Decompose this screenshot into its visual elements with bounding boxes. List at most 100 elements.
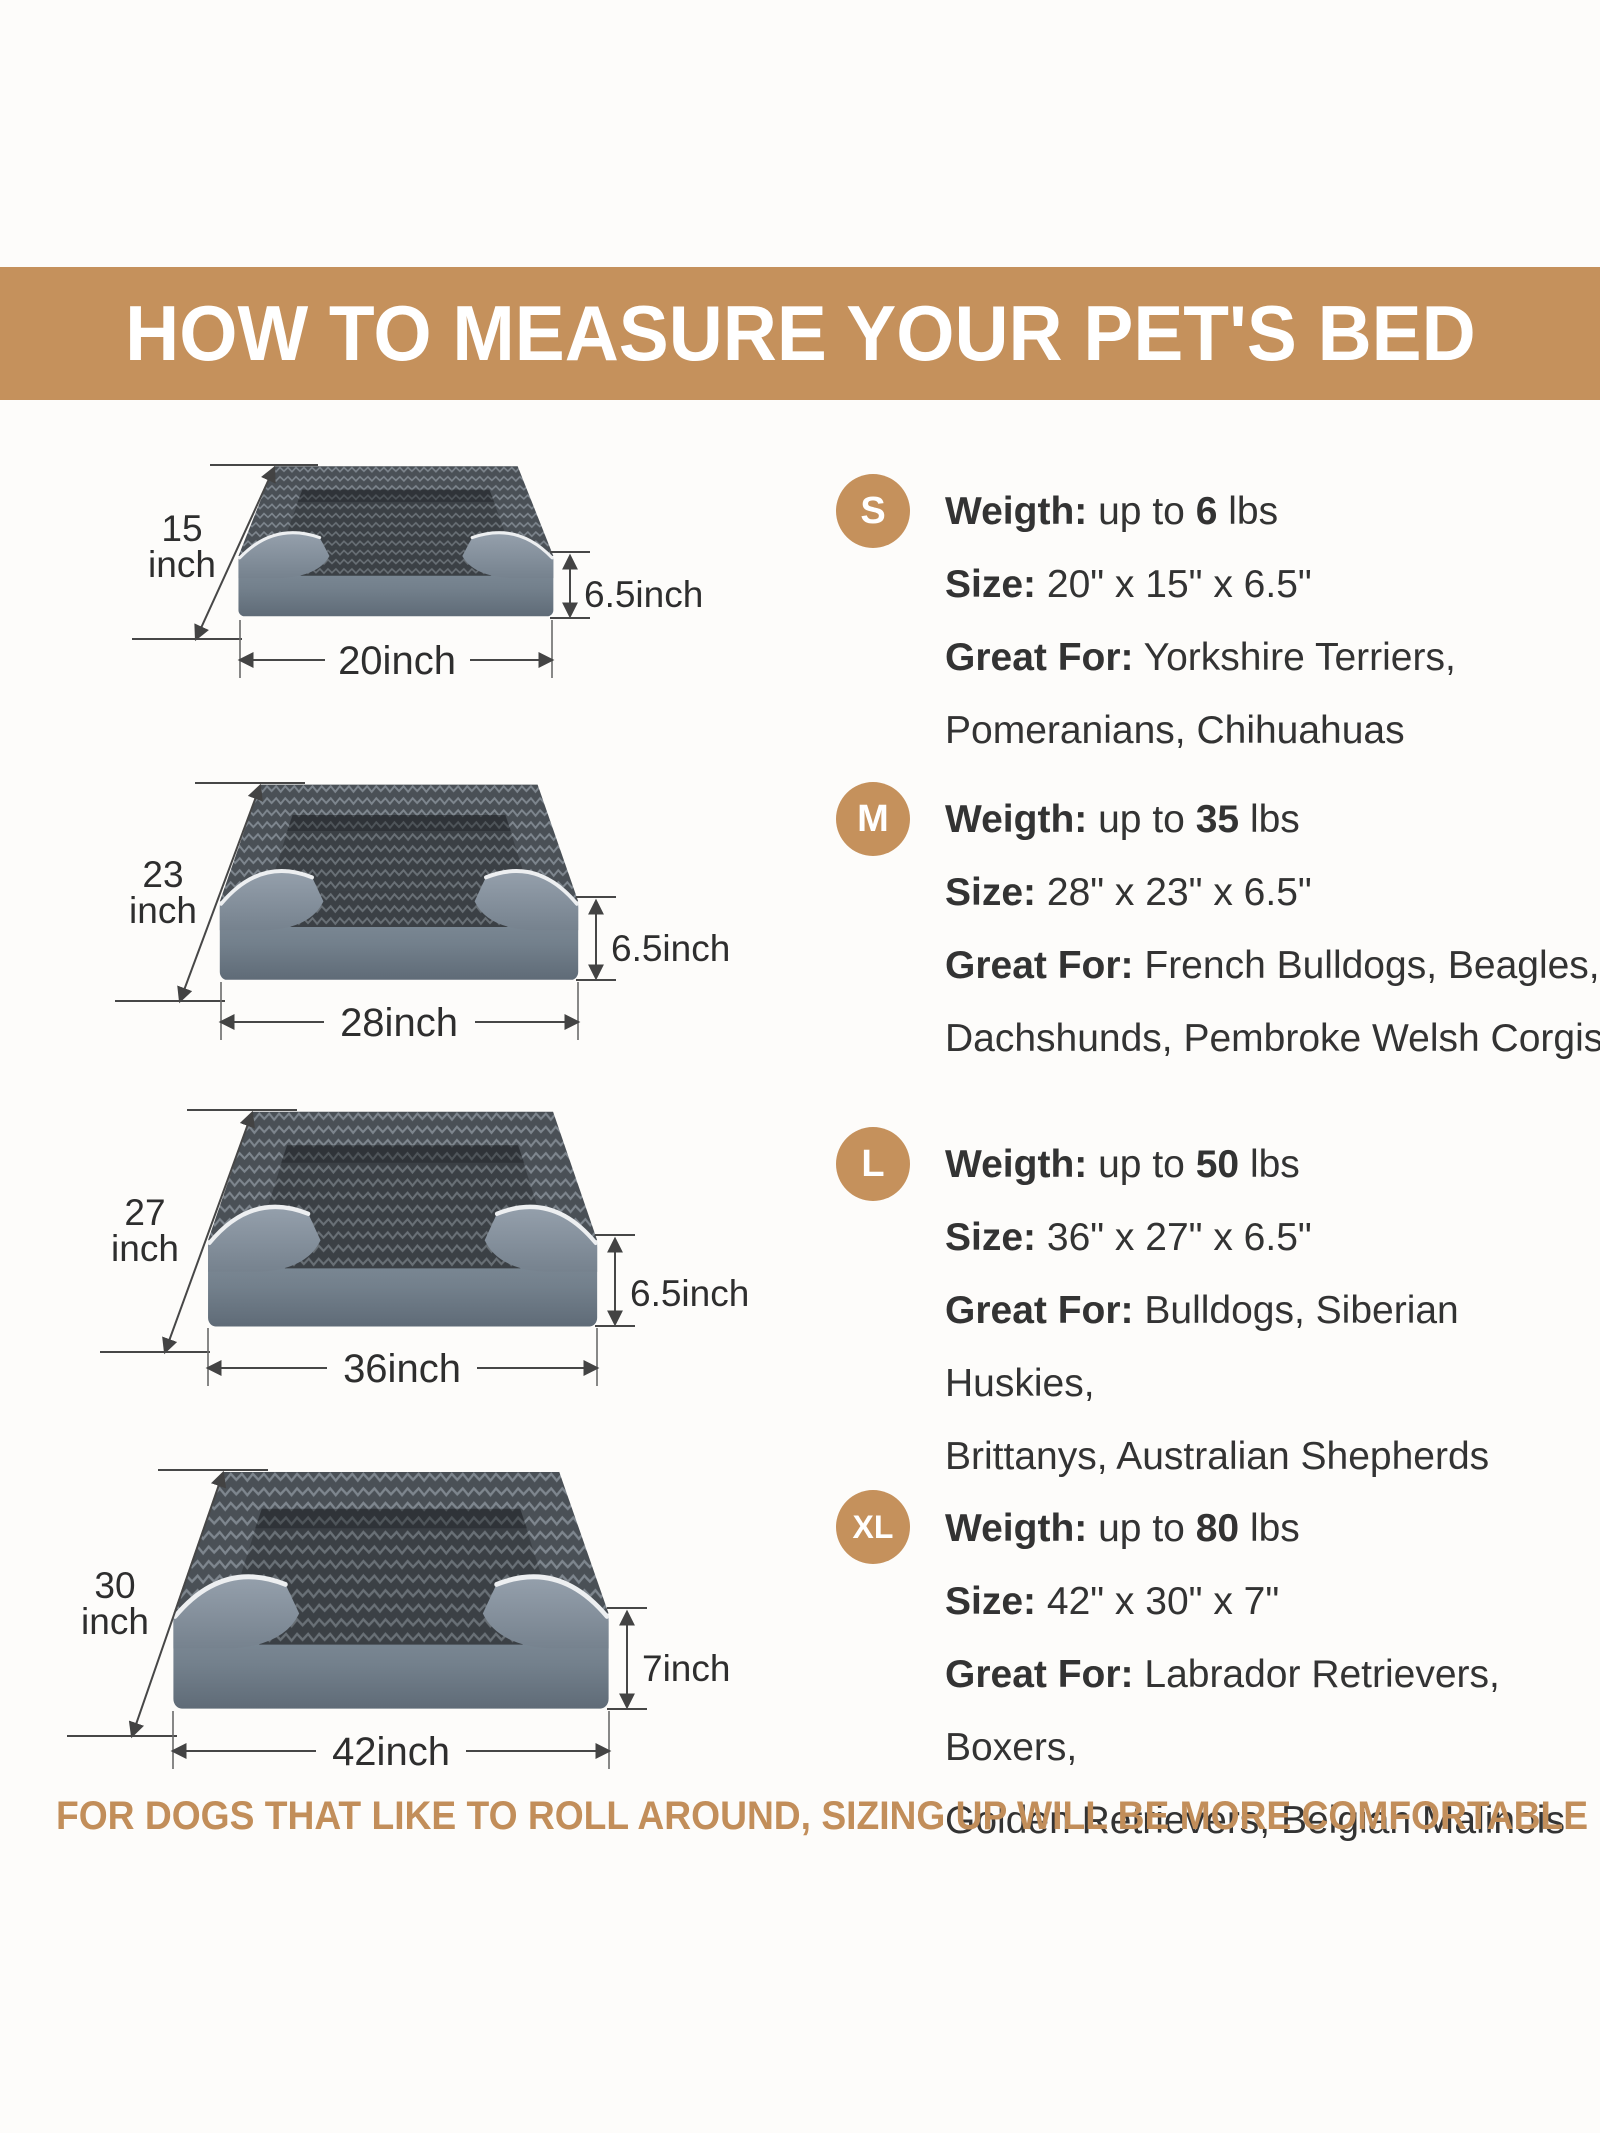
- weight-unit: lbs: [1249, 1507, 1300, 1550]
- bed-diagram-s: 15 inch 6.5inch 20inch: [132, 464, 703, 683]
- great-for-breeds-1: French Bulldogs, Beagles,: [1144, 944, 1600, 987]
- width-label: 42inch: [332, 1730, 450, 1774]
- size-line: Size: 36" x 27" x 6.5": [945, 1201, 1600, 1274]
- size-value: 42" x 30" x 7": [1046, 1580, 1280, 1623]
- bed-image-s: [236, 464, 555, 618]
- great-for-line: Great For: Labrador Retrievers, Boxers,: [945, 1638, 1600, 1784]
- banner: HOW TO MEASURE YOUR PET'S BED: [0, 267, 1600, 400]
- size-value: 36" x 27" x 6.5": [1046, 1216, 1312, 1259]
- tagline: FOR DOGS THAT LIKE TO ROLL AROUND, SIZIN…: [56, 1794, 1589, 1838]
- weight-unit: lbs: [1249, 1143, 1300, 1186]
- great-for-label: Great For:: [945, 1653, 1134, 1696]
- weight-label: Weigth:: [945, 798, 1088, 841]
- size-badge-s: S: [836, 474, 910, 548]
- bed-image-m: [220, 785, 578, 980]
- size-label: Size:: [945, 1580, 1037, 1623]
- bed-diagram-xl: 30 inch 7inch 42inch: [67, 1469, 730, 1774]
- size-badge-l-letter: L: [861, 1142, 885, 1185]
- weight-line: Weigth: up to 6 lbs: [945, 475, 1600, 548]
- size-label: Size:: [945, 563, 1037, 606]
- size-info-xl: Weigth: up to 80 lbs Size: 42" x 30" x 7…: [945, 1492, 1600, 1857]
- size-info-m: Weigth: up to 35 lbs Size: 28" x 23" x 6…: [945, 783, 1600, 1075]
- weight-unit: lbs: [1228, 490, 1279, 533]
- depth-arrow: [128, 1470, 227, 1739]
- depth-arrow: [162, 1110, 255, 1355]
- size-badge-xl: XL: [836, 1490, 910, 1564]
- size-line: Size: 28" x 23" x 6.5": [945, 856, 1600, 929]
- weight-line: Weigth: up to 50 lbs: [945, 1128, 1600, 1201]
- depth-arrow: [194, 465, 276, 642]
- banner-title: HOW TO MEASURE YOUR PET'S BED: [124, 289, 1476, 377]
- weight-line: Weigth: up to 35 lbs: [945, 783, 1600, 856]
- depth-arrow: [177, 783, 263, 1004]
- bed-image-xl: [173, 1472, 608, 1709]
- size-info-s: Weigth: up to 6 lbs Size: 20" x 15" x 6.…: [945, 475, 1600, 767]
- weight-line: Weigth: up to 80 lbs: [945, 1492, 1600, 1565]
- depth-value-label: 27: [124, 1192, 165, 1233]
- height-label: 7inch: [642, 1648, 730, 1689]
- size-info-l: Weigth: up to 50 lbs Size: 36" x 27" x 6…: [945, 1128, 1600, 1493]
- height-label: 6.5inch: [630, 1273, 749, 1314]
- great-for-line-2: Pomeranians, Chihuahuas: [945, 694, 1600, 767]
- great-for-breeds-2: Golden Retrievers, Belgian Malinois: [945, 1799, 1565, 1842]
- bed-figure-s: 15 inch 6.5inch 20inch: [120, 435, 720, 700]
- weight-prefix: up to: [1098, 490, 1185, 533]
- depth-unit-label: inch: [129, 890, 197, 931]
- size-value: 20" x 15" x 6.5": [1046, 563, 1312, 606]
- width-label: 36inch: [343, 1347, 461, 1391]
- bed-figure-m: 23 inch 6.5inch 28inch: [65, 735, 745, 1055]
- depth-unit-label: inch: [81, 1601, 149, 1642]
- weight-label: Weigth:: [945, 490, 1088, 533]
- depth-value-label: 15: [161, 508, 202, 549]
- weight-label: Weigth:: [945, 1507, 1088, 1550]
- bed-image-l: [208, 1112, 597, 1327]
- great-for-breeds-1: Yorkshire Terriers,: [1143, 636, 1456, 679]
- bed-figure-xl: 30 inch 7inch 42inch: [20, 1420, 780, 1795]
- depth-value-label: 30: [94, 1565, 135, 1606]
- width-label: 20inch: [338, 639, 456, 683]
- size-label: Size:: [945, 1216, 1037, 1259]
- size-line: Size: 20" x 15" x 6.5": [945, 548, 1600, 621]
- great-for-breeds-2: Dachshunds, Pembroke Welsh Corgis: [945, 1017, 1600, 1060]
- great-for-line: Great For: Bulldogs, Siberian Huskies,: [945, 1274, 1600, 1420]
- great-for-line: Great For: French Bulldogs, Beagles,: [945, 929, 1600, 1002]
- weight-prefix: up to: [1098, 1143, 1185, 1186]
- weight-value: 6: [1195, 490, 1218, 533]
- weight-label: Weigth:: [945, 1143, 1088, 1186]
- depth-value-label: 23: [142, 854, 183, 895]
- great-for-breeds-2: Pomeranians, Chihuahuas: [945, 709, 1405, 752]
- width-label: 28inch: [340, 1001, 458, 1045]
- weight-value: 35: [1195, 798, 1240, 841]
- great-for-label: Great For:: [945, 1289, 1134, 1332]
- size-badge-m: M: [836, 782, 910, 856]
- great-for-breeds-1: Labrador Retrievers, Boxers,: [945, 1653, 1500, 1769]
- bed-figure-l: 27 inch 6.5inch 36inch: [45, 1075, 765, 1405]
- great-for-breeds-1: Bulldogs, Siberian Huskies,: [945, 1289, 1459, 1405]
- height-label: 6.5inch: [611, 928, 730, 969]
- great-for-line-2: Brittanys, Australian Shepherds: [945, 1420, 1600, 1493]
- size-badge-l: L: [836, 1127, 910, 1201]
- bed-diagram-l: 27 inch 6.5inch 36inch: [100, 1109, 749, 1391]
- size-line: Size: 42" x 30" x 7": [945, 1565, 1600, 1638]
- size-badge-xl-letter: XL: [852, 1508, 894, 1545]
- great-for-line-2: Golden Retrievers, Belgian Malinois: [945, 1784, 1600, 1857]
- great-for-line: Great For: Yorkshire Terriers,: [945, 621, 1600, 694]
- size-label: Size:: [945, 871, 1037, 914]
- depth-unit-label: inch: [148, 544, 216, 585]
- great-for-label: Great For:: [945, 944, 1134, 987]
- height-label: 6.5inch: [584, 574, 703, 615]
- depth-unit-label: inch: [111, 1228, 179, 1269]
- weight-value: 80: [1195, 1507, 1240, 1550]
- great-for-label: Great For:: [945, 636, 1134, 679]
- weight-prefix: up to: [1098, 798, 1185, 841]
- great-for-line-2: Dachshunds, Pembroke Welsh Corgis: [945, 1002, 1600, 1075]
- size-badge-s-letter: S: [860, 489, 886, 532]
- weight-value: 50: [1195, 1143, 1240, 1186]
- bed-diagram-m: 23 inch 6.5inch 28inch: [115, 782, 730, 1045]
- weight-prefix: up to: [1098, 1507, 1185, 1550]
- weight-unit: lbs: [1249, 798, 1300, 841]
- great-for-breeds-2: Brittanys, Australian Shepherds: [945, 1435, 1490, 1478]
- size-badge-m-letter: M: [857, 797, 889, 840]
- size-value: 28" x 23" x 6.5": [1046, 871, 1312, 914]
